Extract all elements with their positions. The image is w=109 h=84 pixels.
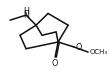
Text: N: N — [24, 11, 29, 20]
Text: O: O — [75, 43, 82, 52]
Text: O: O — [52, 59, 58, 68]
Text: H: H — [24, 7, 29, 16]
Text: OCH₃: OCH₃ — [89, 49, 107, 55]
